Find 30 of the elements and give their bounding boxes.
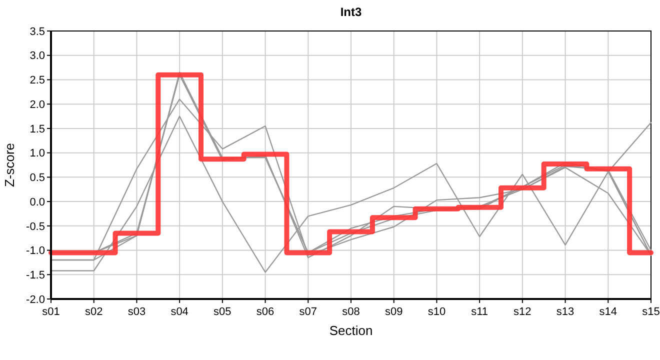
chart-title: Int3 <box>340 5 362 19</box>
y-tick-label: 3.0 <box>30 50 45 62</box>
y-tick-label: -1.0 <box>26 245 45 258</box>
x-tick-label: s14 <box>599 306 618 318</box>
y-tick-label: 2.5 <box>30 74 45 87</box>
y-axis-title: Z-score <box>2 142 17 188</box>
x-tick-label: s02 <box>84 306 103 318</box>
x-tick-label: s06 <box>256 306 274 318</box>
y-tick-label: -0.5 <box>26 220 45 233</box>
x-tick-label: s04 <box>170 306 188 318</box>
x-tick-label: s10 <box>428 306 446 318</box>
y-tick-label: 1.0 <box>30 148 45 160</box>
x-axis-title: Section <box>329 323 373 338</box>
x-tick-label: s13 <box>556 306 574 318</box>
x-tick-label: s07 <box>299 306 318 318</box>
x-tick-label: s09 <box>384 306 403 318</box>
y-tick-label: 2.0 <box>30 98 45 111</box>
x-tick-label: s05 <box>214 306 232 318</box>
x-tick-label: s15 <box>642 306 660 318</box>
y-tick-label: 3.5 <box>30 26 45 38</box>
y-tick-label: -1.5 <box>26 269 45 282</box>
y-tick-label: -2.0 <box>26 294 45 306</box>
x-tick-label: s08 <box>342 306 360 318</box>
y-tick-label: 1.5 <box>30 123 45 136</box>
x-tick-label: s03 <box>128 306 146 318</box>
y-tick-label: 0.5 <box>30 172 45 184</box>
y-tick-label: 0.0 <box>30 196 45 208</box>
x-tick-label: s11 <box>471 306 488 318</box>
x-tick-label: s01 <box>42 306 60 318</box>
x-tick-label: s12 <box>514 306 532 318</box>
